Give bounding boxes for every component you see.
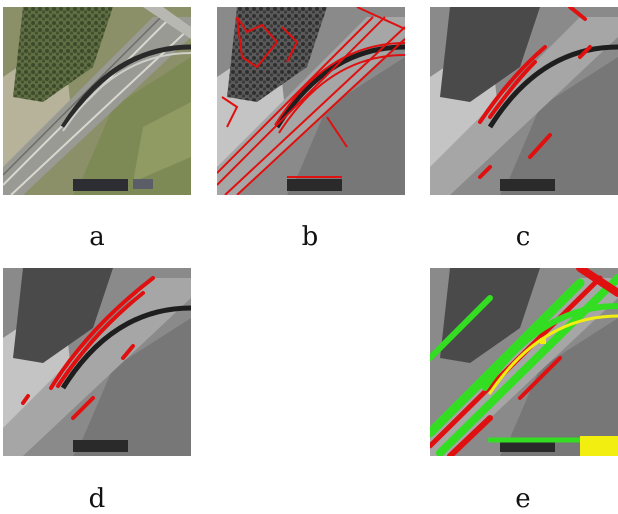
panel-label-e: e (515, 484, 531, 514)
detection-result-image-c (430, 7, 618, 195)
aerial-photo-classification-overlay (430, 268, 618, 456)
aerial-photo-gray-dense-overlay (217, 7, 405, 195)
panel-label-a: a (89, 222, 105, 252)
edge-detection-image-b (217, 7, 405, 195)
aerial-photo-gray-sparse-overlay (430, 7, 618, 195)
panel-label-b: b (301, 222, 319, 252)
detection-result-image-d (3, 268, 191, 456)
classification-result-image-e (430, 268, 618, 456)
panel-label-c: c (515, 222, 531, 252)
aerial-image-a (3, 7, 191, 195)
aerial-photo-color (3, 7, 191, 195)
aerial-photo-gray-sparse-overlay-2 (3, 268, 191, 456)
panel-label-d: d (88, 484, 106, 514)
